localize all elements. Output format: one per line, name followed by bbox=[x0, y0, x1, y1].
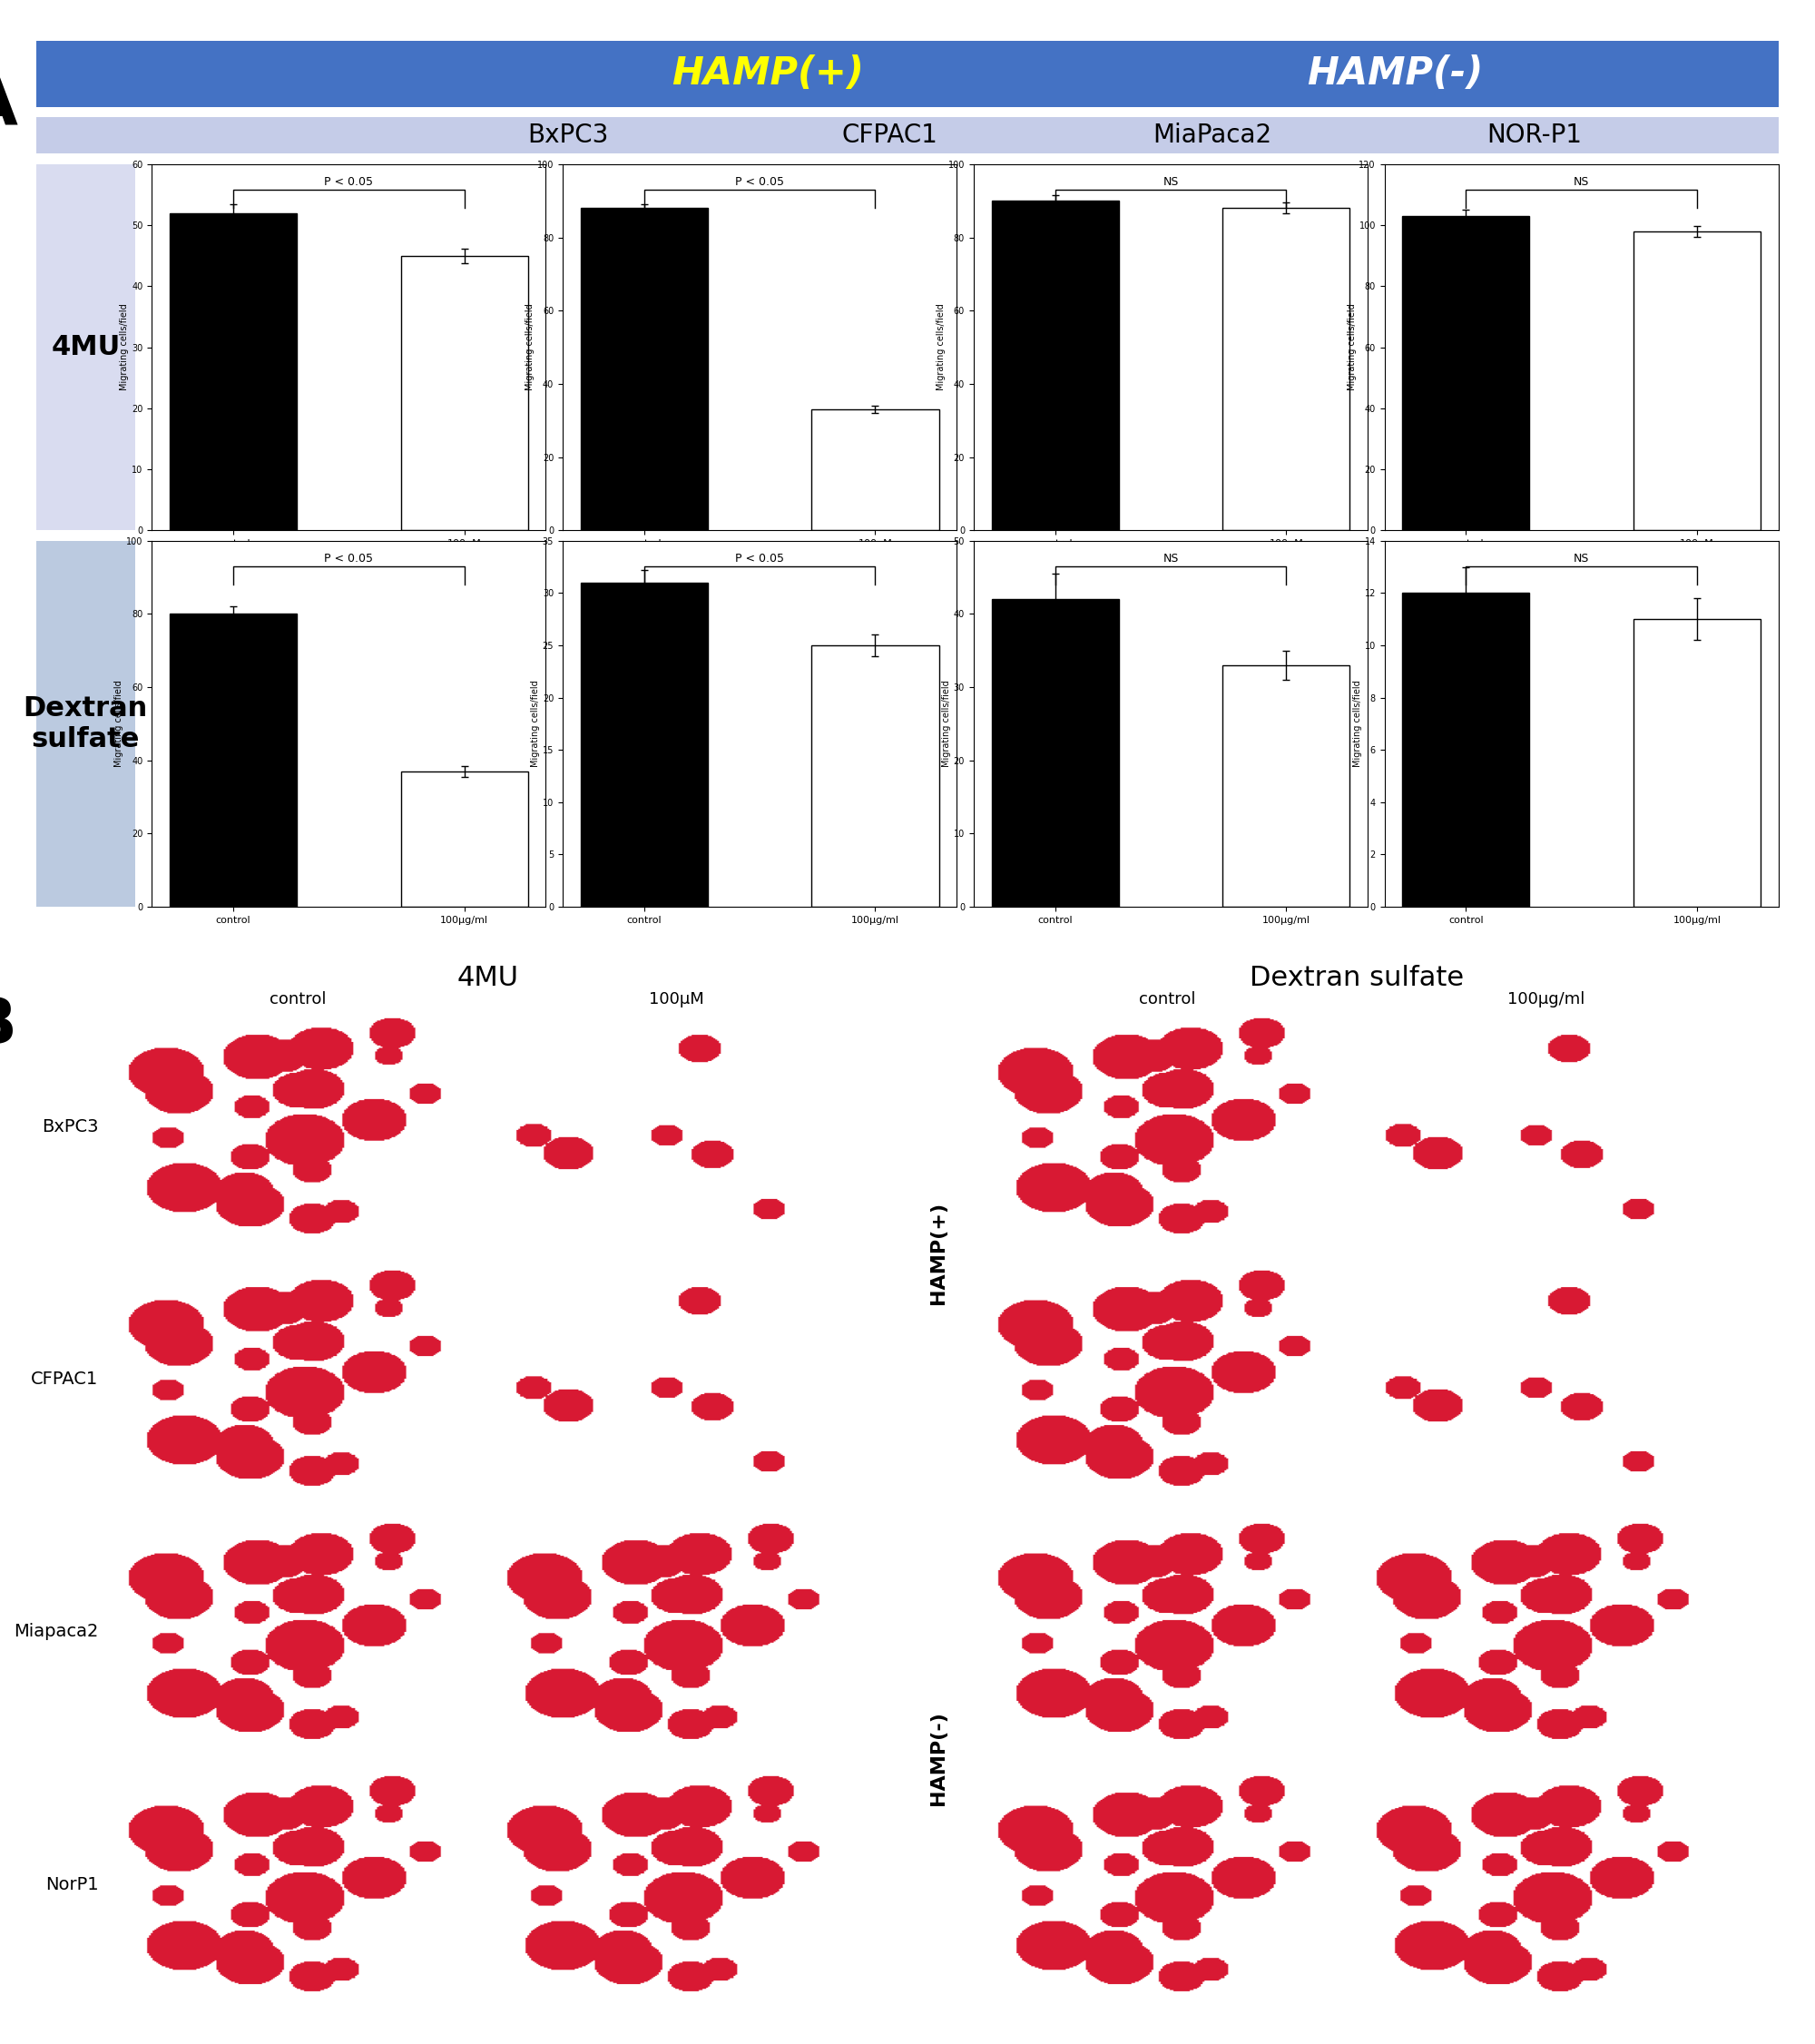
Bar bbox=[1223, 664, 1350, 908]
Bar bbox=[581, 583, 708, 908]
Bar bbox=[991, 200, 1118, 529]
Text: NS: NS bbox=[1163, 552, 1178, 564]
Title: 100μg/ml: 100μg/ml bbox=[1506, 991, 1584, 1008]
Text: B: B bbox=[0, 995, 16, 1059]
Bar bbox=[401, 256, 528, 529]
Text: MiaPaca2: MiaPaca2 bbox=[1153, 123, 1272, 149]
Text: Miapaca2: Miapaca2 bbox=[15, 1623, 98, 1641]
Text: P < 0.05: P < 0.05 bbox=[325, 552, 374, 564]
Y-axis label: Migrating cells/field: Migrating cells/field bbox=[530, 681, 539, 766]
Bar bbox=[1403, 217, 1530, 529]
Text: 4MU: 4MU bbox=[457, 965, 519, 991]
Text: P < 0.05: P < 0.05 bbox=[325, 176, 374, 188]
Bar bbox=[811, 409, 938, 529]
Y-axis label: Migrating cells/field: Migrating cells/field bbox=[120, 305, 129, 390]
Text: NorP1: NorP1 bbox=[45, 1876, 98, 1893]
Text: Dextran sulfate: Dextran sulfate bbox=[1251, 965, 1465, 991]
Y-axis label: Migrating cells/field: Migrating cells/field bbox=[1352, 681, 1361, 766]
Bar bbox=[1223, 208, 1350, 529]
Title: control: control bbox=[270, 991, 327, 1008]
Y-axis label: Migrating cells/field: Migrating cells/field bbox=[114, 681, 123, 766]
Text: HAMP(+): HAMP(+) bbox=[929, 1202, 947, 1304]
Text: NS: NS bbox=[1574, 552, 1590, 564]
Text: NOR-P1: NOR-P1 bbox=[1486, 123, 1583, 149]
Text: HAMP(-): HAMP(-) bbox=[929, 1711, 947, 1805]
Text: Dextran
sulfate: Dextran sulfate bbox=[24, 695, 147, 752]
Text: HAMP(+): HAMP(+) bbox=[672, 55, 864, 92]
Bar bbox=[811, 646, 938, 908]
Bar bbox=[169, 613, 296, 908]
Text: A: A bbox=[0, 76, 18, 139]
Title: control: control bbox=[1140, 991, 1196, 1008]
Text: NS: NS bbox=[1574, 176, 1590, 188]
Y-axis label: Migrating cells/field: Migrating cells/field bbox=[526, 305, 535, 390]
Bar bbox=[1403, 593, 1530, 908]
Text: BxPC3: BxPC3 bbox=[42, 1118, 98, 1134]
Text: HAMP(-): HAMP(-) bbox=[1307, 55, 1483, 92]
Text: 4MU: 4MU bbox=[51, 333, 120, 360]
Bar bbox=[991, 599, 1118, 908]
Y-axis label: Migrating cells/field: Migrating cells/field bbox=[937, 305, 946, 390]
Text: NS: NS bbox=[1163, 176, 1178, 188]
Text: BxPC3: BxPC3 bbox=[526, 123, 608, 149]
Bar bbox=[581, 208, 708, 529]
Y-axis label: Migrating cells/field: Migrating cells/field bbox=[1347, 305, 1356, 390]
Title: 100μM: 100μM bbox=[650, 991, 704, 1008]
Bar bbox=[169, 213, 296, 529]
Bar bbox=[1634, 619, 1761, 908]
Text: CFPAC1: CFPAC1 bbox=[842, 123, 938, 149]
Text: CFPAC1: CFPAC1 bbox=[31, 1372, 98, 1388]
Text: P < 0.05: P < 0.05 bbox=[735, 552, 784, 564]
Y-axis label: Migrating cells/field: Migrating cells/field bbox=[942, 681, 951, 766]
Bar bbox=[401, 771, 528, 908]
Bar bbox=[1634, 231, 1761, 529]
Text: P < 0.05: P < 0.05 bbox=[735, 176, 784, 188]
